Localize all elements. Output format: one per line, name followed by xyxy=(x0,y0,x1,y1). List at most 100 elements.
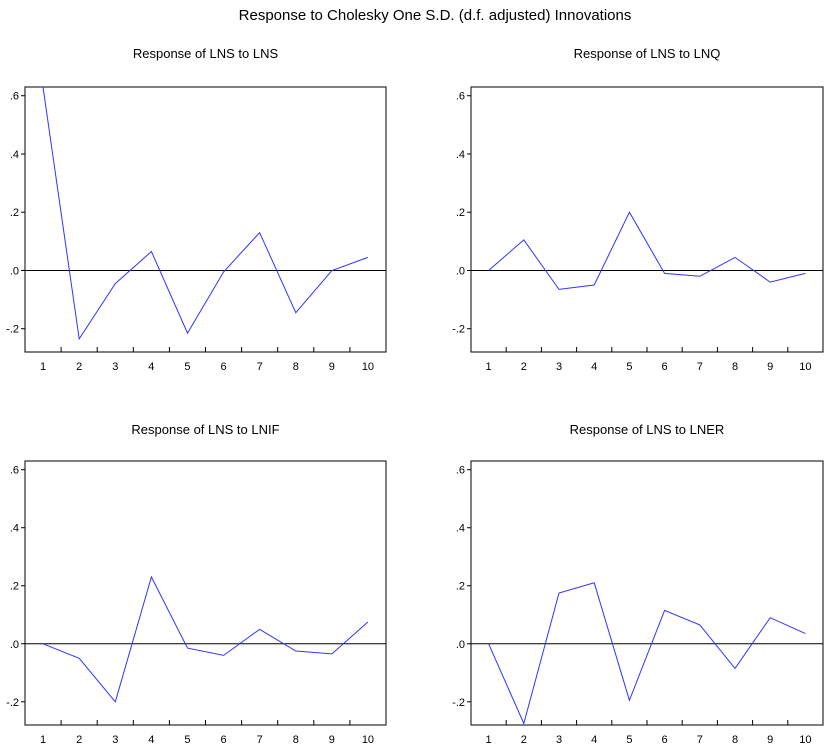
data-point xyxy=(804,632,807,635)
data-point xyxy=(366,621,369,624)
x-tick-label: 8 xyxy=(293,361,299,373)
x-tick-label: 8 xyxy=(293,734,299,746)
y-tick-label: .6 xyxy=(456,465,465,477)
response-line xyxy=(488,582,806,725)
x-tick-label: 4 xyxy=(148,361,154,373)
panel-2: Response of LNS to LNQ .6 .4 .2 .0 -.2 1 2 3 4 5 6 7… xyxy=(452,46,824,373)
data-point xyxy=(698,623,701,626)
x-tick-label: 6 xyxy=(662,734,668,746)
x-tick-label: 3 xyxy=(556,734,562,746)
y-tick-label: .4 xyxy=(456,149,465,161)
x-tick-label: 9 xyxy=(329,361,335,373)
plot-frame xyxy=(24,460,387,726)
x-tick-label: 9 xyxy=(767,361,773,373)
data-point xyxy=(734,256,737,259)
figure-title: Response to Cholesky One S.D. (d.f. adju… xyxy=(239,7,632,24)
x-tick-label: 8 xyxy=(732,734,738,746)
data-point xyxy=(330,652,333,655)
y-tick-label: .0 xyxy=(456,639,465,651)
x-tick-label: 10 xyxy=(362,361,374,373)
response-line xyxy=(42,86,369,341)
data-point xyxy=(769,616,772,619)
response-line xyxy=(488,211,806,290)
x-tick-label: 3 xyxy=(112,361,118,373)
x-tick-label: 5 xyxy=(184,361,190,373)
data-point xyxy=(186,647,189,650)
data-point xyxy=(628,699,631,702)
data-point xyxy=(366,256,369,259)
y-tick-label: .2 xyxy=(10,207,19,219)
data-point xyxy=(186,332,189,335)
data-point xyxy=(734,667,737,670)
data-point xyxy=(150,576,153,579)
x-tick-label: 2 xyxy=(76,361,82,373)
plot-frame xyxy=(470,86,824,353)
data-point xyxy=(114,282,117,285)
x-tick-label: 2 xyxy=(521,361,527,373)
data-point xyxy=(698,275,701,278)
x-tick-label: 5 xyxy=(626,361,632,373)
y-tick-label: .0 xyxy=(10,639,19,651)
data-point xyxy=(558,288,561,291)
panel-1: Response of LNS to LNS .6 .4 .2 .0 -.2 1 2 3 4 5 6 7… xyxy=(6,46,387,373)
x-tick-label: 9 xyxy=(767,734,773,746)
panel-title: Response of LNS to LNQ xyxy=(574,46,721,61)
x-tick-label: 6 xyxy=(662,361,668,373)
data-point xyxy=(294,650,297,653)
data-point xyxy=(487,269,490,272)
data-point xyxy=(222,270,225,273)
data-point xyxy=(78,657,81,660)
data-point xyxy=(663,272,666,275)
data-point xyxy=(258,628,261,631)
x-tick-label: 10 xyxy=(362,734,374,746)
data-point xyxy=(78,337,81,340)
data-point xyxy=(804,272,807,275)
plot-frame xyxy=(24,86,387,353)
y-tick-label: .2 xyxy=(456,581,465,593)
x-tick-label: 6 xyxy=(220,361,226,373)
x-tick-label: 4 xyxy=(591,361,597,373)
data-point xyxy=(42,86,45,89)
panel-title: Response of LNS to LNER xyxy=(570,422,725,437)
x-tick-label: 7 xyxy=(697,361,703,373)
y-tick-label: .6 xyxy=(10,91,19,103)
x-tick-label: 7 xyxy=(257,361,263,373)
x-tick-label: 5 xyxy=(626,734,632,746)
x-tick-label: 10 xyxy=(799,734,811,746)
x-tick-label: 7 xyxy=(697,734,703,746)
y-tick-label: -.2 xyxy=(6,697,19,709)
y-tick-label: -.2 xyxy=(452,697,465,709)
data-point xyxy=(628,211,631,214)
data-point xyxy=(330,269,333,272)
panel-title: Response of LNS to LNS xyxy=(133,46,279,61)
data-point xyxy=(558,592,561,595)
x-tick-label: 3 xyxy=(556,361,562,373)
x-tick-label: 6 xyxy=(220,734,226,746)
panel-title: Response of LNS to LNIF xyxy=(131,422,279,437)
data-point xyxy=(150,250,153,253)
x-tick-label: 4 xyxy=(148,734,154,746)
data-point xyxy=(294,311,297,314)
y-tick-label: .4 xyxy=(10,523,19,535)
y-tick-label: -.2 xyxy=(6,324,19,336)
panel-3: Response of LNS to LNIF .6 .4 .2 .0 -.2 1 2 3 4 5 6… xyxy=(6,422,387,746)
y-tick-label: .4 xyxy=(10,149,19,161)
x-tick-label: 3 xyxy=(112,734,118,746)
x-tick-label: 1 xyxy=(40,361,46,373)
x-tick-label: 1 xyxy=(486,361,492,373)
y-tick-label: .0 xyxy=(10,265,19,277)
x-tick-label: 4 xyxy=(591,734,597,746)
data-point xyxy=(663,609,666,612)
y-tick-label: .2 xyxy=(456,207,465,219)
x-tick-label: 5 xyxy=(184,734,190,746)
response-line xyxy=(42,575,369,703)
data-point xyxy=(258,231,261,234)
data-point xyxy=(593,284,596,287)
x-tick-label: 10 xyxy=(799,361,811,373)
data-point xyxy=(769,281,772,284)
y-tick-label: -.2 xyxy=(452,324,465,336)
data-point xyxy=(42,642,45,645)
data-point xyxy=(522,238,525,241)
x-tick-label: 2 xyxy=(521,734,527,746)
